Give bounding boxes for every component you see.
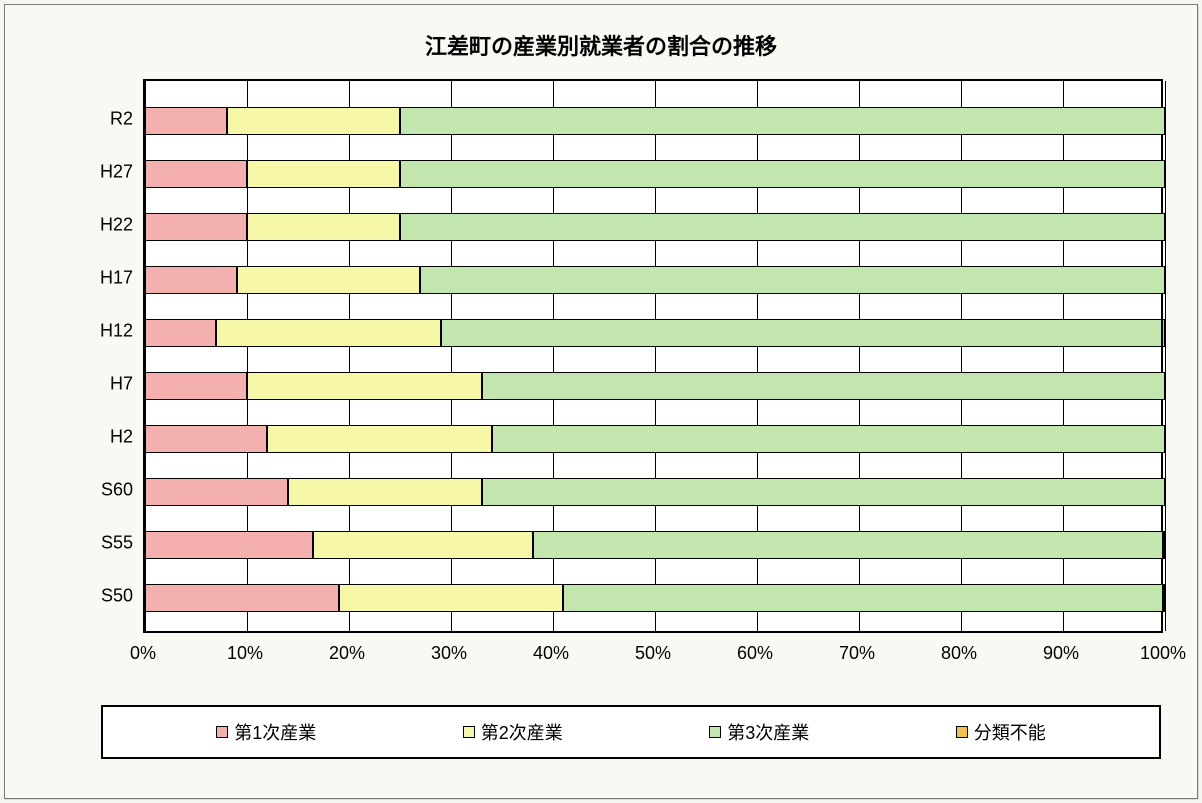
bar-segment bbox=[145, 425, 267, 453]
y-axis-label: S60 bbox=[53, 480, 133, 501]
legend-item: 第1次産業 bbox=[216, 719, 316, 745]
x-axis-label: 40% bbox=[533, 643, 569, 664]
x-axis-label: 100% bbox=[1140, 643, 1186, 664]
legend-swatch bbox=[216, 726, 228, 738]
bar-segment bbox=[482, 372, 1165, 400]
bar-segment bbox=[339, 584, 563, 612]
bar-segment bbox=[145, 160, 247, 188]
plot-area bbox=[143, 79, 1163, 633]
bar-segment bbox=[145, 319, 216, 347]
bar-row bbox=[145, 425, 1161, 453]
x-axis-label: 70% bbox=[839, 643, 875, 664]
y-axis-label: R2 bbox=[53, 109, 133, 130]
bar-segment bbox=[400, 160, 1165, 188]
bar-segment bbox=[145, 266, 237, 294]
bar-row bbox=[145, 372, 1161, 400]
y-axis-label: S55 bbox=[53, 533, 133, 554]
y-axis-label: H17 bbox=[53, 268, 133, 289]
bar-segment bbox=[1162, 319, 1165, 347]
bar-segment bbox=[247, 213, 400, 241]
bar-row bbox=[145, 531, 1161, 559]
bar-segment bbox=[420, 266, 1165, 294]
bar-segment bbox=[145, 478, 288, 506]
y-axis-label: S50 bbox=[53, 586, 133, 607]
bar-segment bbox=[247, 160, 400, 188]
bar-segment bbox=[563, 584, 1163, 612]
legend-item: 第3次産業 bbox=[709, 719, 809, 745]
legend-item: 第2次産業 bbox=[463, 719, 563, 745]
x-axis-label: 0% bbox=[130, 643, 156, 664]
legend-label: 第1次産業 bbox=[234, 719, 316, 745]
legend-label: 第2次産業 bbox=[481, 719, 563, 745]
bar-segment bbox=[400, 213, 1165, 241]
gridline bbox=[1165, 81, 1166, 631]
x-axis-label: 20% bbox=[329, 643, 365, 664]
bar-segment bbox=[145, 372, 247, 400]
chart-title: 江差町の産業別就業者の割合の推移 bbox=[5, 29, 1197, 61]
bar-row bbox=[145, 478, 1161, 506]
bar-segment bbox=[145, 584, 339, 612]
bar-segment bbox=[288, 478, 482, 506]
bar-row bbox=[145, 584, 1161, 612]
legend: 第1次産業 第2次産業 第3次産業 分類不能 bbox=[101, 705, 1161, 759]
y-axis-label: H2 bbox=[53, 427, 133, 448]
x-axis-label: 10% bbox=[227, 643, 263, 664]
bar-segment bbox=[216, 319, 440, 347]
bar-segment bbox=[400, 107, 1165, 135]
x-axis-label: 30% bbox=[431, 643, 467, 664]
bar-segment bbox=[441, 319, 1162, 347]
chart-frame: 江差町の産業別就業者の割合の推移 R2 H27 H22 H17 H12 H7 H2 S60 S5… bbox=[4, 4, 1198, 799]
bar-segment bbox=[145, 107, 227, 135]
bar-row bbox=[145, 107, 1161, 135]
x-axis-label: 80% bbox=[941, 643, 977, 664]
bar-segment bbox=[227, 107, 400, 135]
bar-row bbox=[145, 213, 1161, 241]
bar-row bbox=[145, 266, 1161, 294]
bar-row bbox=[145, 160, 1161, 188]
legend-item: 分類不能 bbox=[956, 719, 1046, 745]
bar-segment bbox=[237, 266, 421, 294]
x-axis-label: 60% bbox=[737, 643, 773, 664]
x-axis-label: 90% bbox=[1043, 643, 1079, 664]
bar-segment bbox=[1163, 531, 1165, 559]
legend-label: 第3次産業 bbox=[727, 719, 809, 745]
y-axis-label: H27 bbox=[53, 162, 133, 183]
bar-segment bbox=[145, 531, 313, 559]
y-axis-label: H7 bbox=[53, 374, 133, 395]
bar-segment bbox=[482, 478, 1165, 506]
legend-swatch bbox=[709, 726, 721, 738]
bar-row bbox=[145, 319, 1161, 347]
bar-segment bbox=[247, 372, 482, 400]
bar-segment bbox=[533, 531, 1163, 559]
x-axis-label: 50% bbox=[635, 643, 671, 664]
bar-segment bbox=[313, 531, 532, 559]
legend-swatch bbox=[463, 726, 475, 738]
bar-segment bbox=[267, 425, 491, 453]
bar-segment bbox=[1163, 584, 1165, 612]
legend-swatch bbox=[956, 726, 968, 738]
bar-segment bbox=[492, 425, 1165, 453]
bar-segment bbox=[145, 213, 247, 241]
y-axis-label: H22 bbox=[53, 215, 133, 236]
y-axis-label: H12 bbox=[53, 321, 133, 342]
legend-label: 分類不能 bbox=[974, 719, 1046, 745]
